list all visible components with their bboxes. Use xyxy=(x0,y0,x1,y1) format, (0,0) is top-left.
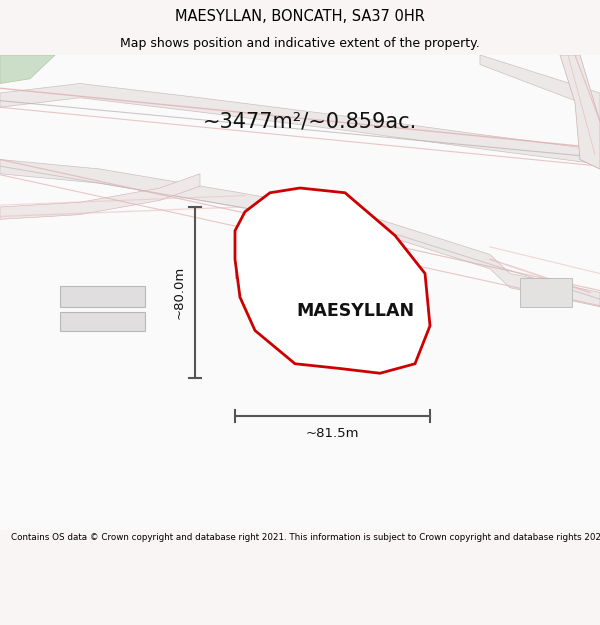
Polygon shape xyxy=(0,174,200,219)
Polygon shape xyxy=(0,159,600,307)
Bar xyxy=(60,286,145,307)
Text: MAESYLLAN: MAESYLLAN xyxy=(296,302,414,321)
Bar xyxy=(235,248,277,278)
Polygon shape xyxy=(0,84,600,164)
Bar xyxy=(239,274,279,304)
Text: Map shows position and indicative extent of the property.: Map shows position and indicative extent… xyxy=(120,38,480,51)
Polygon shape xyxy=(560,55,600,169)
Text: Contains OS data © Crown copyright and database right 2021. This information is : Contains OS data © Crown copyright and d… xyxy=(11,533,600,542)
Text: ~81.5m: ~81.5m xyxy=(306,427,359,439)
Polygon shape xyxy=(0,55,55,84)
Text: ~80.0m: ~80.0m xyxy=(173,266,185,319)
Polygon shape xyxy=(235,188,430,373)
Text: MAESYLLAN, BONCATH, SA37 0HR: MAESYLLAN, BONCATH, SA37 0HR xyxy=(175,9,425,24)
Polygon shape xyxy=(480,55,600,169)
Bar xyxy=(520,278,572,307)
Bar xyxy=(60,311,145,331)
Text: ~3477m²/~0.859ac.: ~3477m²/~0.859ac. xyxy=(203,111,417,131)
